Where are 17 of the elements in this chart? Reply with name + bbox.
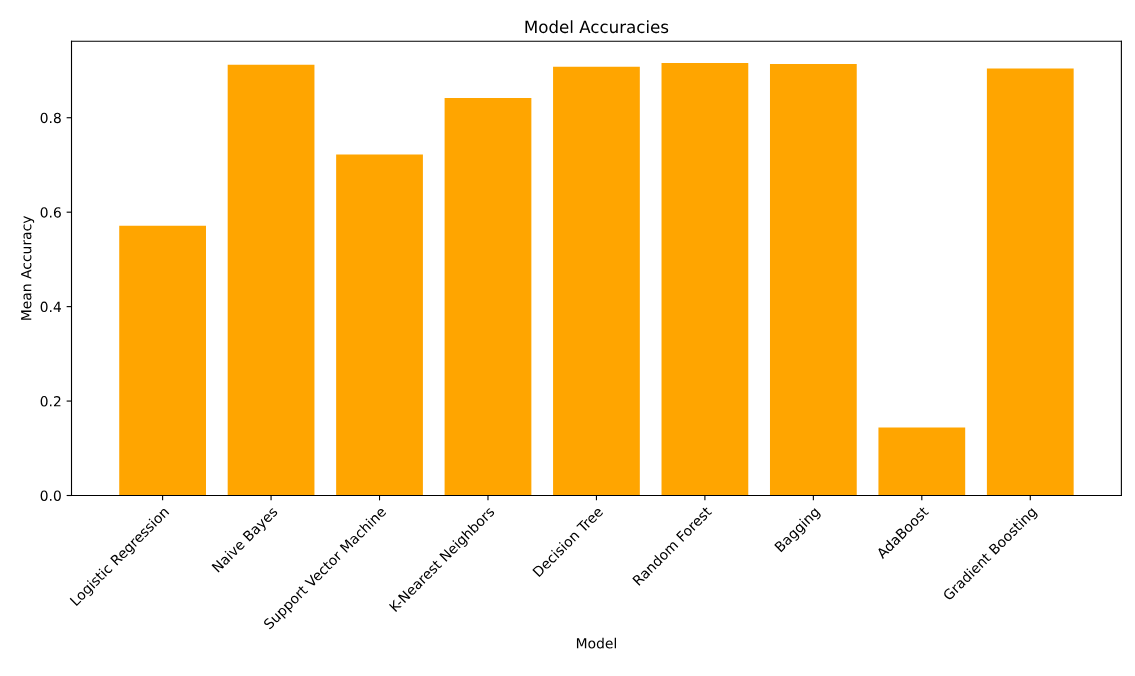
y-tick-label: 0.8 bbox=[40, 112, 61, 124]
bar bbox=[661, 62, 749, 496]
y-tick-label: 0.6 bbox=[40, 207, 61, 218]
bar bbox=[769, 63, 857, 496]
bar bbox=[119, 225, 206, 496]
chart-title: Model Accuracies bbox=[525, 20, 669, 34]
y-tick-label: 0.0 bbox=[40, 490, 61, 501]
bar bbox=[878, 427, 966, 496]
bar bbox=[986, 68, 1074, 496]
bar bbox=[553, 66, 640, 496]
x-axis-title: Model bbox=[576, 637, 616, 649]
y-tick-label: 0.4 bbox=[40, 301, 61, 313]
y-axis-title: Mean Accuracy bbox=[21, 215, 35, 320]
y-tick-label: 0.2 bbox=[40, 396, 61, 407]
bar bbox=[336, 154, 423, 496]
bar bbox=[227, 64, 315, 496]
bar bbox=[444, 97, 532, 496]
